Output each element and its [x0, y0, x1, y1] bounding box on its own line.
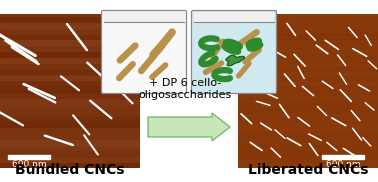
Bar [0, 152, 140, 156]
Bar [238, 16, 378, 20]
Bar [238, 90, 378, 94]
Text: 600 nm: 600 nm [12, 160, 47, 169]
Bar [238, 39, 378, 43]
Bar [322, 155, 364, 159]
Bar [238, 72, 378, 76]
Bar [238, 132, 378, 136]
Bar [238, 21, 378, 25]
Bar [0, 111, 140, 115]
FancyArrow shape [148, 113, 230, 141]
Bar [0, 58, 140, 63]
Bar [194, 12, 274, 22]
Bar [238, 12, 378, 15]
Bar [0, 40, 140, 45]
Text: Bundled CNCs: Bundled CNCs [15, 163, 125, 177]
Bar [238, 141, 378, 145]
Bar [0, 52, 140, 57]
Bar [0, 158, 140, 162]
Bar [238, 62, 378, 66]
Bar [0, 35, 140, 39]
Bar [0, 70, 140, 74]
Bar [238, 146, 378, 150]
Bar [238, 104, 378, 108]
Bar [0, 82, 140, 86]
Text: 600 nm: 600 nm [326, 160, 360, 169]
Bar [238, 67, 378, 71]
Bar [8, 155, 50, 159]
Bar [238, 95, 378, 99]
Bar [238, 53, 378, 57]
Bar [0, 76, 140, 80]
Bar [238, 35, 378, 39]
Bar [238, 86, 378, 90]
Bar [0, 146, 140, 151]
Bar [0, 163, 140, 168]
Bar [238, 164, 378, 168]
Bar [238, 30, 378, 34]
Bar [238, 160, 378, 163]
Bar [238, 127, 378, 131]
Bar [0, 93, 140, 98]
Bar [238, 122, 378, 126]
Bar [0, 134, 140, 139]
Bar [238, 113, 378, 117]
Bar [238, 155, 378, 159]
Bar [0, 29, 140, 33]
Text: Liberated CNCs: Liberated CNCs [248, 163, 368, 177]
Bar [238, 109, 378, 112]
Bar [238, 25, 378, 29]
Bar [238, 76, 378, 80]
Bar [238, 49, 378, 52]
FancyBboxPatch shape [102, 11, 186, 94]
Text: + DP 6 cello-
oligosaccharides: + DP 6 cello- oligosaccharides [138, 78, 232, 100]
Bar [0, 23, 140, 27]
Bar [238, 58, 378, 62]
Bar [0, 140, 140, 145]
Bar [238, 44, 378, 48]
Bar [238, 150, 378, 154]
Bar [0, 87, 140, 92]
Bar [0, 99, 140, 104]
Bar [0, 17, 140, 22]
Bar [0, 122, 140, 127]
Bar [238, 100, 378, 103]
Bar [0, 11, 140, 16]
Bar [104, 12, 184, 22]
Bar [238, 136, 378, 140]
Polygon shape [226, 55, 245, 66]
Bar [238, 81, 378, 85]
Bar [0, 116, 140, 121]
Bar [0, 128, 140, 133]
Bar [0, 64, 140, 68]
Bar [238, 118, 378, 122]
Bar [0, 46, 140, 51]
FancyBboxPatch shape [192, 11, 276, 94]
Bar [0, 105, 140, 110]
